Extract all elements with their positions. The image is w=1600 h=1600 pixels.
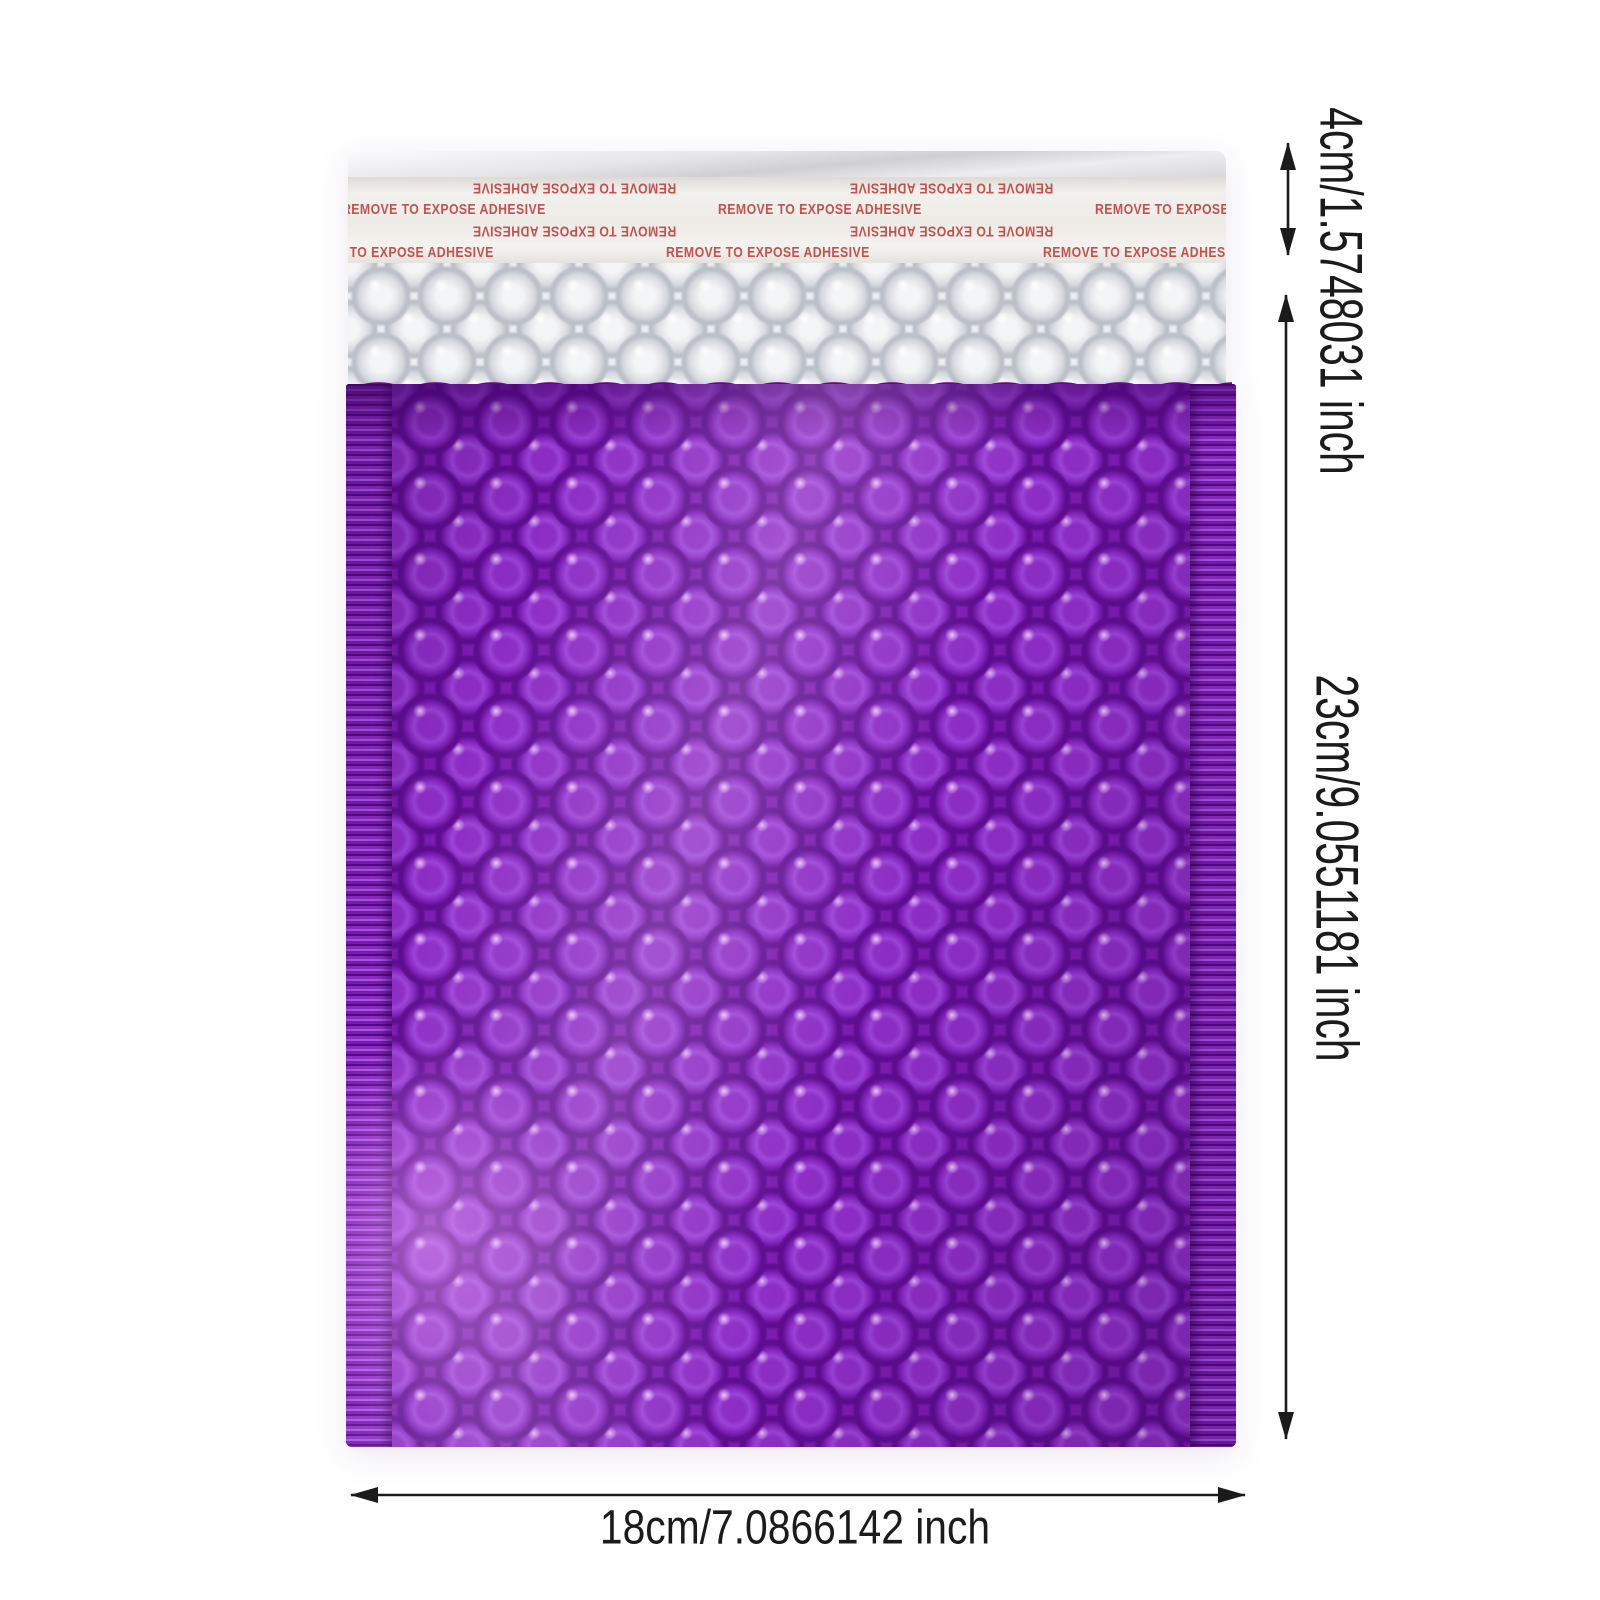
adhesive-text-row: REMOVE TO EXPOSE ADHESIVE REMOVE TO EXPO…: [348, 199, 1226, 221]
adhesive-text: REMOVE TO EXPOSE ADHESIVE: [718, 200, 923, 218]
adhesive-text: REMOVE TO EXPOSE ADHESIVE: [849, 222, 1053, 240]
flap-bubble-texture: [348, 263, 1226, 384]
flap-height-label: 4cm/1.5748031 inch: [1307, 107, 1375, 475]
width-label: 18cm/7.0866142 inch: [599, 1501, 991, 1555]
adhesive-text: REMOVE TO EXPOSE ADHESIVE: [348, 200, 546, 218]
adhesive-text: REMOVE TO EXPOSE ADHESIVE: [1225, 222, 1226, 239]
adhesive-text: REMOVE TO EXPOSE ADHESIVE: [1225, 179, 1226, 196]
crimped-seam-left: [346, 384, 392, 1447]
flap-foil-edge: [348, 151, 1226, 177]
envelope-flap: REMOVE TO EXPOSE ADHESIVE REMOVE TO EXPO…: [348, 151, 1226, 384]
adhesive-text-row: REMOVE TO EXPOSE ADHESIVE REMOVE TO EXPO…: [348, 220, 1226, 242]
adhesive-text: REMOVE TO EXPOSE ADHESIVE: [348, 243, 494, 261]
adhesive-text: REMOVE TO EXPOSE ADHESIVE: [666, 243, 871, 261]
bubble-mailer-envelope: REMOVE TO EXPOSE ADHESIVE REMOVE TO EXPO…: [346, 151, 1236, 1447]
crimped-seam-right: [1190, 384, 1236, 1447]
adhesive-text: REMOVE TO EXPOSE ADHESIVE: [1042, 243, 1226, 261]
adhesive-text: REMOVE TO EXPOSE ADHESIVE: [849, 179, 1053, 197]
adhesive-text-row: REMOVE TO EXPOSE ADHESIVE REMOVE TO EXPO…: [348, 177, 1226, 199]
body-height-label: 23cm/9.0551181 inch: [1303, 674, 1371, 1062]
metallic-bubble-texture: [392, 384, 1190, 1447]
adhesive-text: REMOVE TO EXPOSE ADHESIVE: [1094, 200, 1226, 218]
adhesive-release-strip: REMOVE TO EXPOSE ADHESIVE REMOVE TO EXPO…: [348, 177, 1226, 263]
envelope-body: [346, 375, 1236, 1447]
adhesive-text: REMOVE TO EXPOSE ADHESIVE: [472, 222, 677, 240]
adhesive-text: REMOVE TO EXPOSE ADHESIVE: [472, 179, 677, 197]
adhesive-text-row: REMOVE TO EXPOSE ADHESIVE REMOVE TO EXPO…: [348, 242, 1226, 264]
